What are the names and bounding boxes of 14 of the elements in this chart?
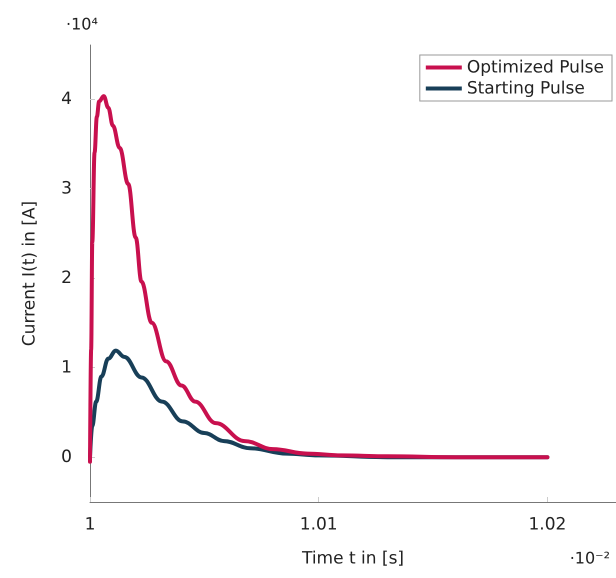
x-axis-title: Time t in [s] — [300, 548, 404, 568]
legend-label: Starting Pulse — [466, 78, 585, 98]
y-tick-label: 0 — [61, 447, 72, 468]
x-tick-label: 1 — [84, 514, 96, 534]
text: ·10⁻² — [570, 548, 610, 568]
y-tick-label: 1 — [61, 358, 72, 378]
legend-label: Optimized Pulse — [466, 58, 604, 78]
y-axis-title: Current I(t) in [A] — [20, 200, 40, 346]
text: ·10⁴ — [66, 14, 98, 34]
y-tick-label: 2 — [61, 268, 72, 288]
x-tick-label: 1.02 — [528, 514, 566, 534]
y-tick-label: 4 — [61, 88, 72, 109]
x-tick-label: 1.01 — [300, 514, 338, 534]
y-tick-label: 3 — [61, 178, 72, 198]
